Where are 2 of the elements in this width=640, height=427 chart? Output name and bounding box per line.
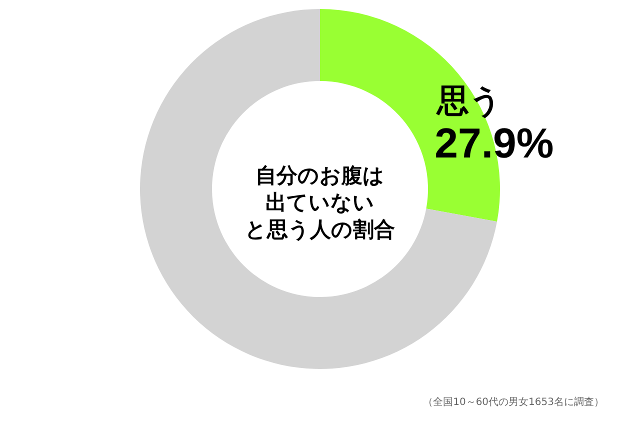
title: 自分のお腹は出ていないと思う人の割合	[245, 164, 395, 242]
note: （全国10～60代の男女1653名に調査）	[423, 397, 604, 408]
